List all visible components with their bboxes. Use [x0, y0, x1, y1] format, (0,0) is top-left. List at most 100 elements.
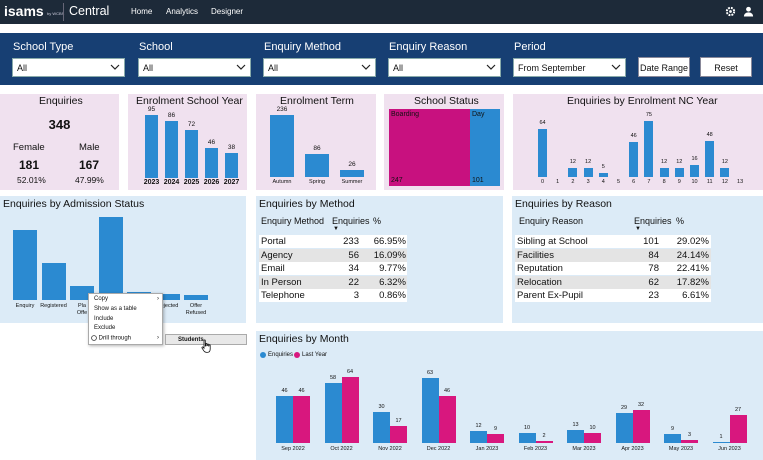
table-row[interactable]: Relocation 62 17.82% [515, 275, 711, 289]
bar-8[interactable] [659, 168, 669, 177]
bar-2025[interactable] [185, 130, 198, 178]
col-header-enquiries[interactable]: Enquiries [88, 349, 128, 360]
sort-desc-icon[interactable]: ▼ [333, 226, 339, 232]
data-label: 46 [207, 139, 216, 146]
data-label: 95 [147, 106, 156, 113]
bar-last-year[interactable] [535, 441, 553, 443]
tick-label: Registered [40, 303, 67, 309]
school-select[interactable]: All [138, 58, 251, 77]
menu-item-copy[interactable]: Copy [94, 296, 108, 302]
bar-Spring[interactable] [305, 154, 329, 177]
bar-2023[interactable] [145, 115, 158, 178]
bar-last-year[interactable] [487, 434, 504, 443]
bar-enquiries[interactable] [567, 430, 584, 443]
bar-3[interactable] [98, 217, 123, 300]
col-header-enquiries[interactable]: Enquiries [634, 216, 672, 226]
bar-6[interactable] [629, 142, 639, 177]
bar-last-year[interactable] [681, 440, 698, 443]
table-row[interactable]: Portal 233 66.95% [259, 235, 407, 248]
gear-icon[interactable] [725, 6, 736, 17]
bar-last-year[interactable] [729, 415, 747, 443]
treemap-day[interactable]: Day 101 [470, 109, 500, 186]
app-logo[interactable]: isams [4, 3, 44, 19]
bar-enquiries[interactable] [373, 412, 390, 443]
bar-last-year[interactable] [390, 426, 407, 443]
bar-11[interactable] [705, 141, 715, 177]
col-header-method[interactable]: Enquiry Method [261, 216, 325, 226]
nav-home[interactable]: Home [131, 7, 153, 16]
bar-Rejected[interactable] [155, 294, 180, 300]
col-header-pct[interactable]: % [373, 216, 382, 226]
tick-label: Jun 2023 [718, 446, 741, 452]
menu-item-drill-through[interactable]: Drill through [91, 335, 131, 342]
top-bar: isams by WCBS Central Home Analytics Des… [0, 0, 763, 24]
enquiry-reason-select[interactable]: All [388, 58, 501, 77]
bar-7[interactable] [644, 121, 654, 177]
bar-enquiries[interactable] [324, 383, 342, 443]
menu-item-show-as-table[interactable]: Show as a table [94, 306, 137, 312]
bar-2024[interactable] [165, 121, 178, 178]
bar-enquiries[interactable] [470, 431, 487, 443]
bar-Enquiry[interactable] [13, 230, 37, 300]
legend-enquiries[interactable]: Enquiries [268, 352, 294, 358]
bar-enquiries[interactable] [664, 434, 681, 443]
cell-school: Worralbridge [5, 382, 60, 393]
menu-item-exclude[interactable]: Exclude [94, 325, 115, 331]
col-header-reason[interactable]: Enquiry Reason [519, 216, 584, 226]
bar-enquiries[interactable] [518, 433, 536, 443]
col-header-pct[interactable]: % [676, 216, 685, 226]
bar-Summer[interactable] [340, 170, 364, 177]
legend-last-year[interactable]: Last Year [302, 352, 328, 358]
bar-enquiries[interactable] [276, 396, 293, 443]
nav-designer[interactable]: Designer [211, 7, 244, 16]
period-select[interactable]: From September [513, 58, 626, 77]
bar-4[interactable] [598, 173, 608, 177]
bar-last-year[interactable] [438, 396, 456, 443]
bar-0[interactable] [538, 129, 547, 177]
date-range-button[interactable]: Date Range [638, 57, 690, 77]
table-row[interactable]: Facilities 84 24.14% [515, 248, 711, 262]
enquiry-method-select[interactable]: All [263, 58, 376, 77]
bar-last-year[interactable] [632, 410, 650, 443]
bar-last-year[interactable] [584, 433, 601, 443]
chevron-down-icon [611, 64, 621, 70]
table-row[interactable]: Sibling at School 101 29.02% [515, 235, 711, 248]
col-header-last-year[interactable]: Last Year [131, 349, 171, 360]
bar-9[interactable] [674, 168, 684, 177]
table-row[interactable]: Parent Ex-Pupil 23 6.61% [515, 289, 711, 302]
table-row[interactable]: Worralbridge 196 179 17 [3, 381, 215, 394]
reset-button[interactable]: Reset [700, 57, 752, 77]
bar-12[interactable] [720, 168, 730, 177]
table-row[interactable]: Agency 56 16.09% [259, 248, 407, 262]
treemap-boarding[interactable]: Boarding 247 [389, 109, 470, 186]
school-type-select[interactable]: All [12, 58, 125, 77]
table-row[interactable]: Telephone 3 0.86% [259, 289, 407, 302]
table-row[interactable]: Email 34 9.77% [259, 262, 407, 275]
bar-enquiries[interactable] [615, 413, 633, 443]
table-row[interactable]: In Person 22 6.32% [259, 275, 407, 289]
nav-analytics[interactable]: Analytics [166, 7, 199, 16]
menu-item-include[interactable]: Include [94, 316, 113, 322]
sort-desc-icon[interactable]: ▼ [635, 226, 641, 232]
data-label: 32 [637, 402, 645, 408]
table-cell: Sibling at School [517, 236, 588, 247]
bar-2[interactable] [568, 168, 578, 177]
bar-3[interactable] [583, 168, 593, 177]
tick-label: 10 [691, 179, 698, 185]
bar-last-year[interactable] [293, 396, 310, 443]
bar-enquiries[interactable] [712, 442, 730, 443]
bar-10[interactable] [690, 165, 699, 177]
table-cell: 9.77% [379, 263, 406, 274]
bar-last-year[interactable] [341, 377, 359, 443]
table-row[interactable]: Reputation 78 22.41% [515, 262, 711, 275]
col-header-enquiries[interactable]: Enquiries [332, 216, 370, 226]
bar-Autumn[interactable] [270, 115, 294, 177]
col-header-school[interactable]: School [5, 349, 35, 360]
bar-enquiries[interactable] [421, 378, 439, 443]
bar-Offer Refused[interactable] [184, 295, 208, 300]
table-row[interactable]: Park Gate Prep 152 142 10 [3, 368, 215, 381]
bar-2027[interactable] [225, 153, 238, 178]
bar-Registered[interactable] [41, 263, 66, 300]
bar-2026[interactable] [205, 148, 218, 178]
user-icon[interactable] [743, 6, 754, 17]
